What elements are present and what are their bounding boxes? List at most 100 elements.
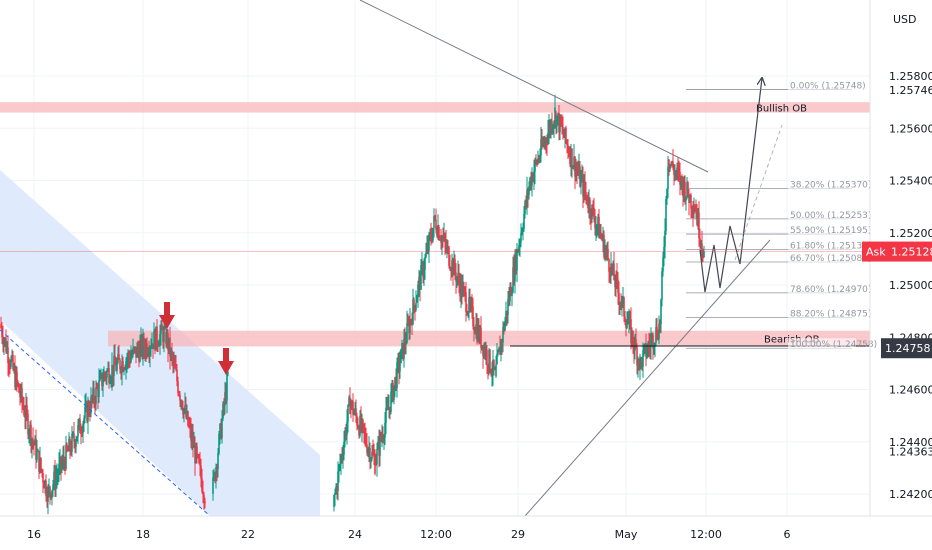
candle	[629, 310, 631, 330]
ask-price-tag[interactable]: Ask 1.25128	[862, 241, 932, 262]
candle	[424, 254, 426, 280]
candle	[53, 464, 55, 491]
candle	[41, 468, 43, 478]
candle	[456, 276, 458, 288]
candle	[18, 383, 20, 394]
candle	[29, 421, 31, 446]
candle	[534, 157, 536, 185]
candle	[540, 126, 542, 163]
candlestick-series	[0, 94, 705, 515]
candle	[634, 333, 636, 360]
candle	[469, 288, 471, 313]
time-tick-label: 22	[241, 528, 255, 541]
candle	[361, 413, 363, 443]
candle	[77, 419, 79, 445]
candle	[414, 304, 416, 321]
fib-level[interactable]: 61.80% (1.25136)	[686, 239, 871, 252]
order-block-zone[interactable]: Bullish OB	[0, 102, 870, 114]
candle	[31, 437, 33, 459]
candle	[685, 196, 687, 211]
price-tick-label: 1.25800	[889, 70, 932, 83]
fib-level[interactable]: 55.90% (1.25195)	[686, 224, 871, 237]
projection-dash	[734, 124, 783, 261]
candle	[5, 329, 7, 354]
candle	[169, 326, 171, 370]
candle	[70, 440, 72, 456]
candle	[57, 468, 59, 486]
candle	[537, 150, 539, 166]
candle	[131, 349, 133, 360]
candle	[430, 222, 432, 246]
candle	[46, 486, 48, 508]
candle	[11, 349, 13, 363]
current-price-value: 1.24758	[885, 342, 931, 355]
time-axis[interactable]: 16 18 22 24 12:00 29 May 12:00 6	[0, 515, 932, 541]
fib-level[interactable]: 0.00% (1.25748)	[686, 79, 866, 92]
candle	[122, 356, 124, 373]
down-arrow-icon	[218, 348, 234, 375]
candle	[590, 208, 592, 231]
candle	[544, 135, 546, 151]
candle	[340, 453, 342, 475]
fib-level[interactable]: 100.00% (1.24758)	[686, 338, 877, 351]
candle	[335, 483, 337, 495]
candle	[163, 319, 165, 353]
candle	[140, 327, 142, 357]
candle	[147, 346, 149, 358]
candle	[483, 342, 485, 359]
fib-level[interactable]: 38.20% (1.25370)	[686, 178, 871, 191]
candle	[693, 197, 695, 219]
fib-label: 38.20% (1.25370)	[790, 180, 871, 190]
candle	[400, 348, 402, 364]
fib-level[interactable]: 66.70% (1.25088)	[686, 252, 871, 265]
candle	[137, 340, 139, 359]
candle	[578, 153, 580, 179]
candle	[674, 164, 676, 182]
candle	[443, 222, 445, 242]
candle	[52, 479, 54, 498]
candle	[127, 349, 129, 370]
candle	[356, 412, 358, 431]
candle	[152, 343, 154, 359]
candle	[538, 154, 540, 164]
candle	[565, 125, 567, 144]
ask-value: 1.25128	[891, 246, 932, 259]
candle	[665, 196, 667, 235]
candle	[580, 169, 582, 195]
candle	[679, 162, 681, 196]
currency-label[interactable]: USD	[893, 13, 917, 26]
order-block-zone[interactable]: Bearish OB	[108, 330, 870, 347]
candle	[505, 301, 507, 327]
candle	[80, 423, 82, 445]
candle	[389, 406, 391, 420]
current-price-tag[interactable]: 1.24758	[881, 338, 932, 359]
candle	[3, 336, 5, 355]
candle	[485, 341, 487, 365]
candle	[26, 396, 28, 422]
candle	[645, 333, 647, 367]
candle	[683, 175, 685, 203]
time-tick-label: 18	[136, 528, 150, 541]
candle	[490, 368, 492, 377]
candle	[676, 162, 678, 181]
candle	[530, 171, 532, 191]
candle	[670, 161, 672, 169]
fib-label: 61.80% (1.25136)	[790, 241, 871, 251]
candle	[177, 376, 179, 397]
candle	[110, 375, 112, 388]
time-tick-label: 12:00	[690, 528, 722, 541]
fib-level[interactable]: 78.60% (1.24970)	[686, 282, 871, 295]
candle	[518, 238, 520, 256]
fib-level[interactable]: 50.00% (1.25253)	[686, 208, 871, 221]
candle	[467, 310, 469, 318]
candle	[157, 340, 159, 353]
candle	[218, 430, 220, 456]
fib-label: 0.00% (1.25748)	[790, 82, 866, 92]
candle	[437, 214, 439, 240]
candle	[672, 149, 674, 171]
fib-level[interactable]: 88.20% (1.24875)	[686, 307, 871, 320]
candle	[478, 318, 480, 345]
candle	[433, 208, 435, 238]
